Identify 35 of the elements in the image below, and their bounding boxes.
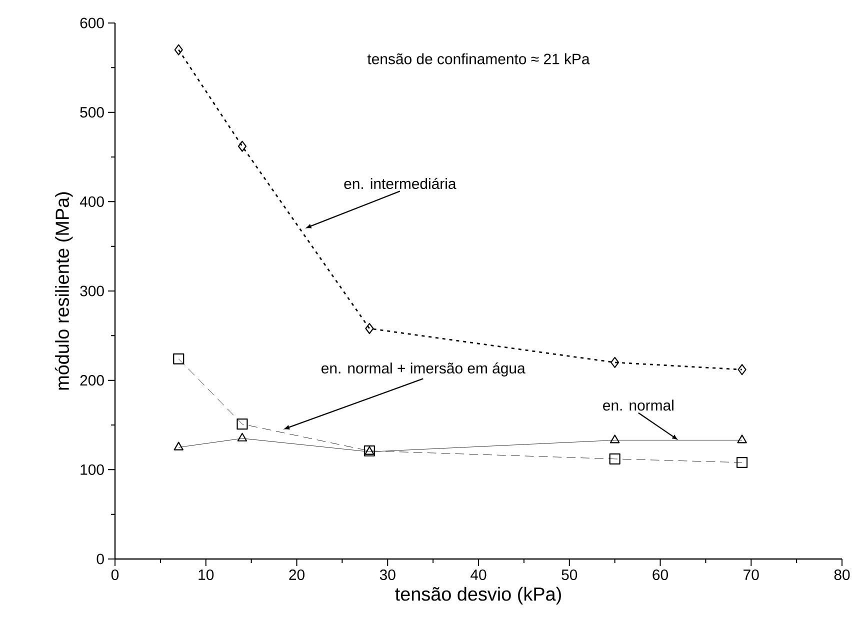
x-tick-label: 60 bbox=[652, 569, 668, 580]
y-tick-label: 0 bbox=[96, 554, 104, 564]
point bbox=[610, 356, 620, 368]
point bbox=[236, 418, 248, 430]
point bbox=[173, 353, 184, 364]
point bbox=[610, 434, 620, 444]
y-axis-title: módulo resiliente (MPa) bbox=[54, 192, 73, 390]
annotation: en. normal + imersão em água bbox=[322, 362, 526, 376]
point bbox=[365, 322, 374, 334]
x-tick-label: 70 bbox=[744, 569, 759, 580]
point bbox=[736, 456, 748, 468]
point bbox=[609, 453, 620, 464]
x-tick-label: 80 bbox=[834, 569, 850, 580]
y-tick-label: 400 bbox=[80, 196, 104, 207]
annotation: en. intermediária bbox=[344, 178, 456, 190]
x-tick-label: 30 bbox=[380, 569, 396, 580]
x-tick-label: 40 bbox=[470, 569, 486, 580]
y-tick-label: 600 bbox=[80, 18, 104, 28]
x-tick-label: 50 bbox=[562, 569, 578, 580]
y-tick-label: 300 bbox=[80, 286, 104, 296]
annotation: en. normal bbox=[603, 400, 674, 411]
point bbox=[737, 434, 747, 444]
x-axis-title: tensão desvio (kPa) bbox=[395, 586, 561, 605]
y-tick-label: 200 bbox=[80, 375, 104, 386]
point bbox=[174, 442, 184, 450]
point bbox=[237, 432, 248, 442]
y-tick-label: 500 bbox=[80, 107, 104, 118]
y-tick-label: 100 bbox=[80, 464, 104, 475]
x-tick-label: 20 bbox=[289, 569, 304, 580]
point bbox=[238, 140, 247, 152]
x-tick-label: 0 bbox=[111, 569, 119, 580]
point bbox=[174, 44, 183, 56]
point bbox=[738, 364, 746, 376]
x-tick-label: 10 bbox=[198, 569, 214, 580]
annotation: tensão de confinamento ≈ 21 kPa bbox=[367, 53, 590, 64]
